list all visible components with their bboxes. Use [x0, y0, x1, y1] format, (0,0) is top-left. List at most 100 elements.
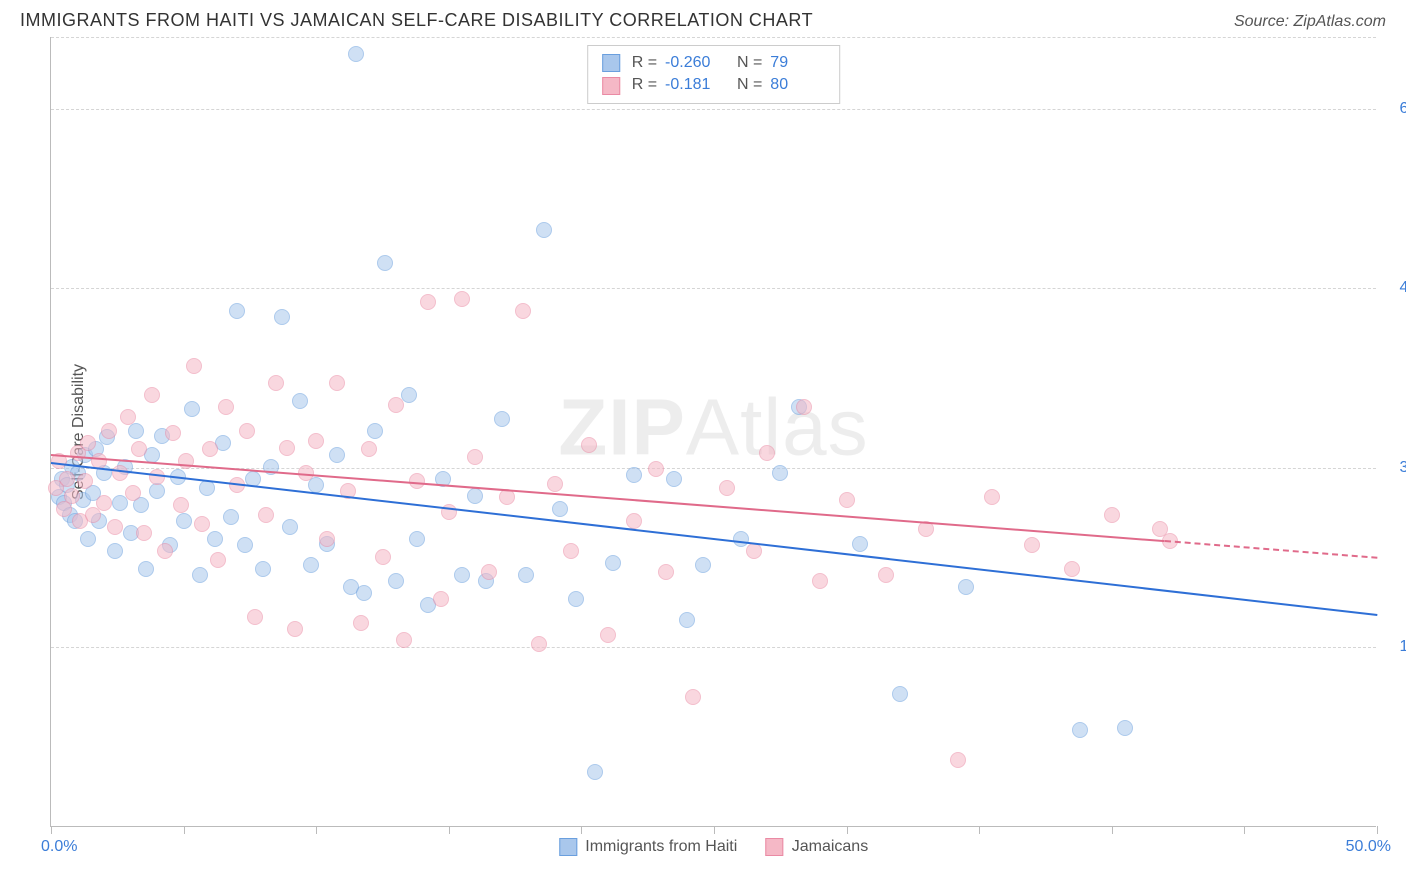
data-point — [80, 435, 96, 451]
data-point — [274, 309, 290, 325]
x-tick — [979, 826, 980, 834]
data-point — [138, 561, 154, 577]
data-point — [218, 399, 234, 415]
legend-swatch — [765, 838, 783, 856]
grid-line — [51, 109, 1376, 110]
data-point — [176, 513, 192, 529]
data-point — [96, 495, 112, 511]
x-max-label: 50.0% — [1346, 838, 1391, 856]
data-point — [319, 531, 335, 547]
data-point — [128, 423, 144, 439]
data-point — [165, 425, 181, 441]
data-point — [125, 485, 141, 501]
data-point — [136, 525, 152, 541]
data-point — [695, 557, 711, 573]
watermark-bold: ZIP — [558, 382, 685, 471]
data-point — [600, 627, 616, 643]
data-point — [184, 401, 200, 417]
data-point — [173, 497, 189, 513]
data-point — [388, 397, 404, 413]
data-point — [77, 473, 93, 489]
data-point — [120, 409, 136, 425]
data-point — [367, 423, 383, 439]
data-point — [568, 591, 584, 607]
data-point — [199, 480, 215, 496]
data-point — [958, 579, 974, 595]
legend-stats: R =-0.260 N =79R =-0.181 N =80 — [587, 45, 841, 104]
data-point — [719, 480, 735, 496]
data-point — [685, 689, 701, 705]
legend-r-label: R = — [632, 52, 657, 74]
data-point — [852, 536, 868, 552]
data-point — [223, 509, 239, 525]
x-tick — [449, 826, 450, 834]
data-point — [282, 519, 298, 535]
x-tick — [1244, 826, 1245, 834]
data-point — [518, 567, 534, 583]
legend-r-label: R = — [632, 74, 657, 96]
data-point — [131, 441, 147, 457]
title-bar: IMMIGRANTS FROM HAITI VS JAMAICAN SELF-C… — [0, 0, 1406, 37]
data-point — [878, 567, 894, 583]
data-point — [268, 375, 284, 391]
data-point — [192, 567, 208, 583]
data-point — [1072, 722, 1088, 738]
data-point — [658, 564, 674, 580]
data-point — [648, 461, 664, 477]
data-point — [666, 471, 682, 487]
data-point — [303, 557, 319, 573]
plot-area: Self-Care Disability ZIPAtlas 0.0% 50.0%… — [50, 37, 1376, 827]
data-point — [157, 543, 173, 559]
data-point — [292, 393, 308, 409]
data-point — [626, 467, 642, 483]
data-point — [107, 519, 123, 535]
data-point — [467, 449, 483, 465]
data-point — [481, 564, 497, 580]
x-min-label: 0.0% — [41, 838, 77, 856]
data-point — [59, 471, 75, 487]
data-point — [348, 46, 364, 62]
data-point — [396, 632, 412, 648]
legend-label: Immigrants from Haiti — [585, 838, 737, 855]
grid-line — [51, 37, 1376, 38]
data-point — [361, 441, 377, 457]
data-point — [420, 294, 436, 310]
data-point — [679, 612, 695, 628]
data-point — [892, 686, 908, 702]
data-point — [433, 591, 449, 607]
legend-swatch — [559, 838, 577, 856]
data-point — [258, 507, 274, 523]
data-point — [377, 255, 393, 271]
data-point — [237, 537, 253, 553]
data-point — [812, 573, 828, 589]
legend-label: Jamaicans — [792, 838, 868, 855]
data-point — [356, 585, 372, 601]
data-point — [605, 555, 621, 571]
data-point — [144, 387, 160, 403]
data-point — [1024, 537, 1040, 553]
y-tick-label: 3.0% — [1381, 459, 1406, 477]
data-point — [149, 483, 165, 499]
data-point — [255, 561, 271, 577]
data-point — [984, 489, 1000, 505]
data-point — [186, 358, 202, 374]
data-point — [279, 440, 295, 456]
data-point — [494, 411, 510, 427]
watermark-rest: Atlas — [686, 382, 869, 471]
data-point — [515, 303, 531, 319]
x-tick — [847, 826, 848, 834]
data-point — [796, 399, 812, 415]
data-point — [202, 441, 218, 457]
grid-line — [51, 288, 1376, 289]
data-point — [1064, 561, 1080, 577]
data-point — [733, 531, 749, 547]
data-point — [467, 488, 483, 504]
data-point — [454, 291, 470, 307]
legend-item: Immigrants from Haiti — [559, 838, 737, 856]
data-point — [101, 423, 117, 439]
trend-line-dashed — [1165, 540, 1377, 559]
legend-r-value: -0.260 — [665, 52, 720, 74]
legend-swatch — [602, 77, 620, 95]
data-point — [581, 437, 597, 453]
data-point — [587, 764, 603, 780]
